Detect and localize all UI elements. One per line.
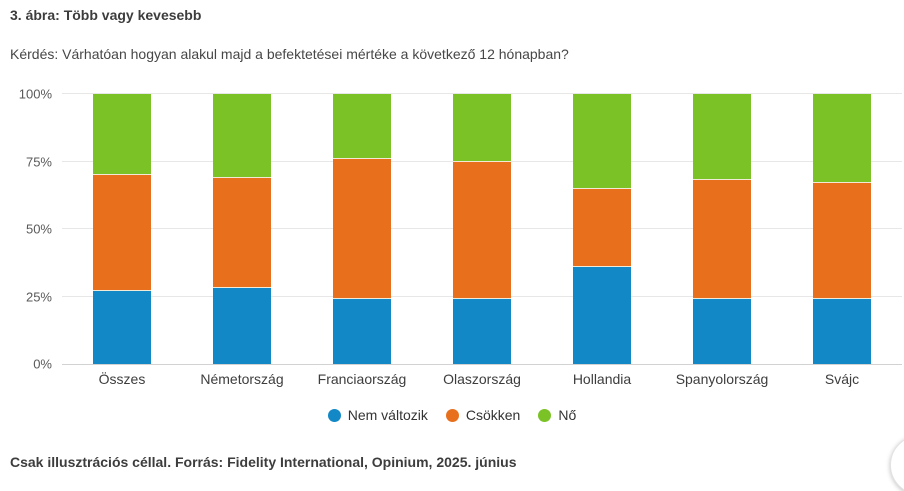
y-axis-labels: 0% 25% 50% 75% 100% [0, 87, 52, 372]
y-tick-label: 0% [33, 356, 52, 372]
x-axis-label: Németország [200, 371, 284, 387]
legend-item: Nő [538, 407, 576, 423]
bar-segment [93, 291, 151, 364]
bar-column-3 [302, 94, 422, 364]
x-axis-label: Spanyolország [675, 371, 769, 387]
bar-segment [573, 266, 631, 364]
y-tick-label: 50% [25, 221, 52, 237]
bar-segment [573, 94, 631, 189]
bars [62, 94, 902, 364]
chart-legend: Nem változik Csökken Nő [0, 407, 904, 423]
legend-marker-icon [327, 408, 341, 422]
y-tick-label: 25% [25, 289, 52, 304]
bar-segment [453, 161, 511, 300]
bar-segment [453, 299, 511, 364]
bar-segment [453, 94, 511, 162]
bar-column-4 [422, 94, 542, 364]
bar-segment [213, 94, 271, 178]
bar-segment [213, 177, 271, 289]
y-tick-label: 75% [25, 154, 52, 169]
bar-column-1 [62, 94, 182, 364]
x-axis-label: Olaszország [443, 371, 521, 387]
stacked-bar [333, 94, 391, 364]
legend-marker-icon [445, 408, 459, 422]
plot-area [62, 93, 902, 365]
y-tick-label: 100% [18, 86, 52, 102]
x-axis-label: Összes [98, 371, 146, 387]
legend-item: Nem változik [327, 407, 428, 423]
legend-label: Nem változik [347, 407, 428, 423]
bar-segment [693, 299, 751, 364]
stacked-bar [573, 94, 631, 364]
stacked-bar-chart: 0% 25% 50% 75% 100% Összes Németország Francia… [0, 87, 904, 430]
stacked-bar [93, 94, 151, 364]
figure-title: 3. ábra: Több vagy kevesebb [10, 7, 202, 23]
bar-segment [93, 175, 151, 292]
stacked-bar [453, 94, 511, 364]
stacked-bar [813, 94, 871, 364]
bar-segment [213, 288, 271, 364]
bar-segment [573, 188, 631, 267]
legend-marker-icon [538, 408, 552, 422]
question-text: Kérdés: Várhatóan hogyan alakul majd a b… [10, 46, 569, 62]
source-note: Csak illusztrációs céllal. Forrás: Fidel… [10, 454, 517, 470]
bar-segment [813, 94, 871, 184]
bar-segment [333, 299, 391, 364]
bar-segment [333, 94, 391, 159]
gridline-100 [62, 93, 902, 94]
bar-column-6 [662, 94, 782, 364]
bar-column-5 [542, 94, 662, 364]
bar-segment [693, 180, 751, 300]
legend-label: Csökken [465, 407, 521, 423]
legend-label: Nő [558, 407, 577, 423]
bar-segment [693, 94, 751, 181]
bar-column-7 [782, 94, 902, 364]
x-axis-label: Hollandia [572, 371, 632, 387]
bar-segment [93, 94, 151, 176]
legend-item: Csökken [445, 407, 521, 423]
bar-segment [333, 158, 391, 300]
stacked-bar [213, 94, 271, 364]
stacked-bar [693, 94, 751, 364]
bar-segment [813, 299, 871, 364]
x-axis-label: Franciaország [317, 371, 407, 387]
x-axis-label: Svájc [824, 371, 860, 387]
floating-widget-button[interactable] [890, 435, 904, 491]
x-axis-labels: Összes Németország Franciaország Olaszorszá… [62, 371, 902, 387]
bar-column-2 [182, 94, 302, 364]
bar-segment [813, 183, 871, 300]
